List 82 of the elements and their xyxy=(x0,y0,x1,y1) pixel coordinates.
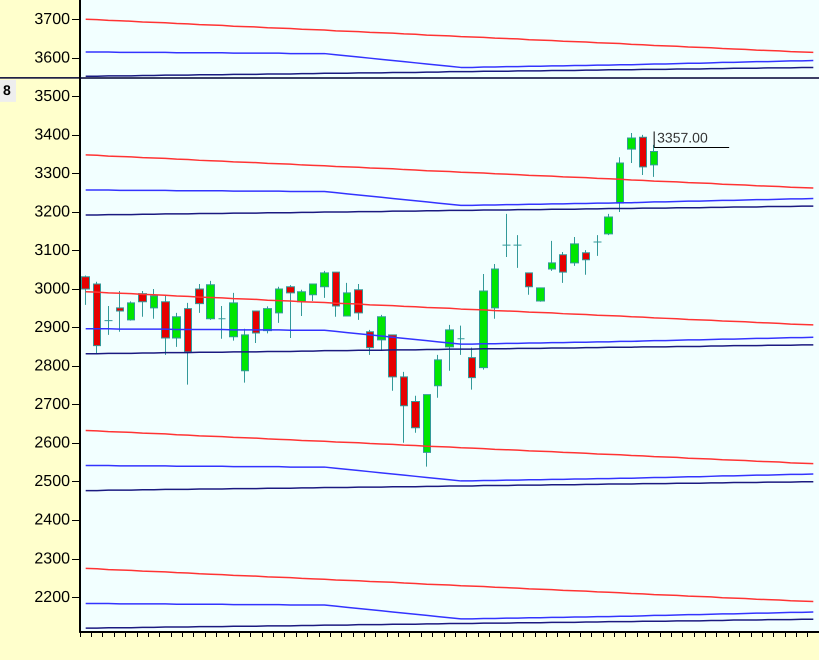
line-series xyxy=(84,480,814,492)
candlestick xyxy=(195,284,204,314)
candlestick xyxy=(116,290,124,332)
candlestick xyxy=(388,334,397,392)
candlestick xyxy=(218,305,226,340)
candlestick xyxy=(434,354,442,398)
candlestick xyxy=(366,329,374,356)
y-tick-label: 3500 xyxy=(34,88,70,105)
candlestick xyxy=(536,287,545,302)
candlestick xyxy=(241,328,249,384)
candlestick xyxy=(616,156,624,212)
y-tick-label: 3100 xyxy=(34,242,70,259)
y-tick-label: 3700 xyxy=(34,10,70,28)
candlestick xyxy=(445,324,454,372)
candlestick xyxy=(206,280,215,320)
candlestick xyxy=(570,236,579,266)
line-series xyxy=(84,618,814,629)
line-series xyxy=(84,430,814,464)
candlestick xyxy=(275,286,283,324)
line-series xyxy=(84,344,814,355)
y-tick-label: 3300 xyxy=(34,164,70,182)
y-tick-label: 2500 xyxy=(34,473,70,490)
y-tick-label: 2400 xyxy=(34,512,70,529)
y-tick-label: 2900 xyxy=(34,319,70,336)
candlestick xyxy=(172,312,181,348)
line-series xyxy=(84,328,814,345)
candlestick xyxy=(491,263,499,320)
candlestick xyxy=(93,281,101,354)
y-tick-label: 3000 xyxy=(34,280,70,298)
candlestick xyxy=(423,394,431,468)
y-tick-label: 2800 xyxy=(34,358,70,375)
candlestick xyxy=(604,213,613,236)
candlestick xyxy=(559,252,567,284)
candlestick xyxy=(582,250,590,276)
candlestick xyxy=(354,284,363,320)
line-series xyxy=(84,568,814,602)
candlestick xyxy=(627,132,636,164)
candlestick xyxy=(343,282,351,316)
line-series xyxy=(84,51,814,68)
candlestick xyxy=(309,284,317,302)
candlestick xyxy=(104,305,113,336)
candlestick xyxy=(377,314,386,352)
candlestick xyxy=(513,234,522,268)
candlestick xyxy=(286,284,295,338)
candlestick xyxy=(479,273,488,370)
candlestick xyxy=(229,292,238,342)
candlestick xyxy=(332,272,340,318)
annotation: 3357.00 xyxy=(657,129,708,146)
candlestick xyxy=(127,300,135,322)
candlestick xyxy=(252,310,260,344)
candlestick xyxy=(320,270,329,298)
y-tick-label: 2700 xyxy=(34,396,70,414)
line-series xyxy=(84,290,814,326)
y-tick-label: 2300 xyxy=(34,550,70,568)
candlestick xyxy=(184,302,192,386)
candlestick xyxy=(548,240,556,272)
line-series xyxy=(84,464,814,482)
y-tick-label: 2600 xyxy=(34,434,70,452)
line-series xyxy=(84,18,814,54)
line-series xyxy=(84,189,814,206)
candlestick xyxy=(150,288,158,320)
candlestick xyxy=(502,213,511,258)
candlestick xyxy=(263,306,272,334)
candlestick xyxy=(639,134,647,176)
line-series xyxy=(84,205,814,216)
candlestick xyxy=(400,371,408,444)
candlestick xyxy=(457,325,465,356)
candlestick xyxy=(161,294,170,356)
line-series xyxy=(84,602,814,620)
candlestick xyxy=(593,234,602,256)
candlestick xyxy=(297,289,306,316)
candlestick xyxy=(468,347,476,390)
candlestick xyxy=(411,395,420,434)
line-series xyxy=(84,66,814,78)
line-series xyxy=(84,154,814,189)
y-tick-label: 3600 xyxy=(34,49,70,66)
y-tick-label: 3400 xyxy=(34,126,70,144)
candlestick xyxy=(81,275,90,306)
text: 8 xyxy=(3,82,11,98)
y-tick-label: 3200 xyxy=(34,203,70,220)
y-tick-label: 2200 xyxy=(34,588,70,606)
candlestick xyxy=(525,272,533,296)
